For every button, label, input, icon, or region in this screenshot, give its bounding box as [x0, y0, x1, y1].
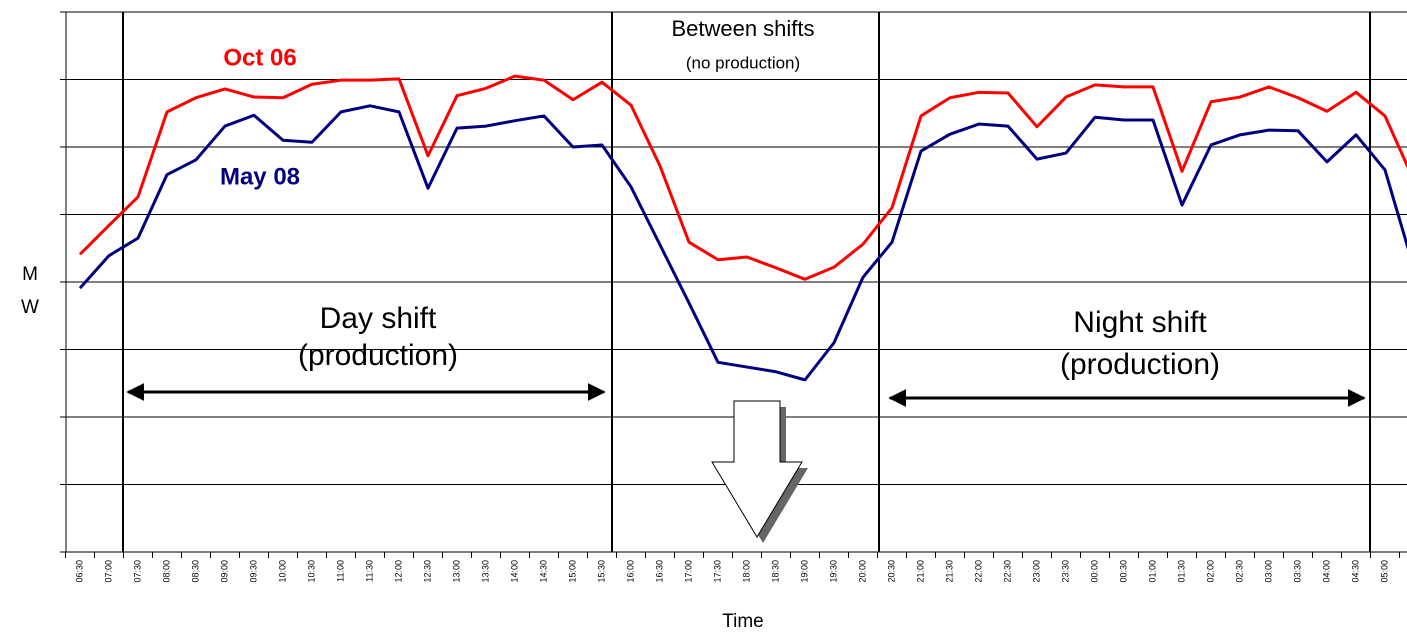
x-tick-label: 19:00	[799, 560, 809, 583]
x-tick-label: 18:30	[770, 560, 780, 583]
x-tick-label: 07:00	[103, 560, 113, 583]
down-arrow	[711, 400, 803, 538]
x-tick-label: 21:00	[915, 560, 925, 583]
x-tick-label: 20:30	[886, 560, 896, 583]
x-tick-label: 17:30	[712, 560, 722, 583]
x-tick-label: 13:00	[451, 560, 461, 583]
x-tick-label: 10:00	[277, 560, 287, 583]
x-tick-label: 06:30	[74, 560, 84, 583]
x-tick-label: 02:30	[1234, 560, 1244, 583]
annotation: Between shifts	[671, 16, 814, 41]
x-tick-label: 07:30	[132, 560, 142, 583]
x-tick-label: 21:30	[944, 560, 954, 583]
x-tick-label: 23:30	[1060, 560, 1070, 583]
x-tick-label: 20:00	[857, 560, 867, 583]
x-tick-label: 19:30	[828, 560, 838, 583]
x-tick-label: 08:30	[190, 560, 200, 583]
y-axis-label: M	[22, 264, 38, 285]
x-tick-label: 01:30	[1176, 560, 1186, 583]
x-tick-label: 14:00	[509, 560, 519, 583]
y-axis-label: W	[21, 297, 39, 318]
series-label: May 08	[220, 163, 300, 190]
x-tick-label: 00:30	[1118, 560, 1128, 583]
x-tick-label: 03:30	[1292, 560, 1302, 583]
x-tick-label: 05:00	[1379, 560, 1389, 583]
x-tick-label: 00:00	[1089, 560, 1099, 583]
x-tick-label: 23:00	[1031, 560, 1041, 583]
annotation: (production)	[1060, 348, 1220, 381]
x-tick-label: 15:00	[567, 560, 577, 583]
x-tick-label: 18:00	[741, 560, 751, 583]
x-tick-label: 08:00	[161, 560, 171, 583]
annotation: Day shift	[320, 302, 437, 335]
annotation: (production)	[298, 339, 458, 372]
x-tick-label: 01:00	[1147, 560, 1157, 583]
series-line	[78, 74, 1407, 281]
x-tick-label: 15:30	[596, 560, 606, 583]
lines	[78, 74, 1407, 382]
series-label: Oct 06	[223, 44, 296, 71]
x-tick-label: 04:30	[1350, 560, 1360, 583]
x-tick-label: 03:00	[1263, 560, 1273, 583]
x-tick-label: 13:30	[480, 560, 490, 583]
x-tick-label: 16:30	[654, 560, 664, 583]
annotation: (no production)	[686, 53, 800, 72]
annotation: Night shift	[1073, 306, 1207, 339]
x-tick-label: 16:00	[625, 560, 635, 583]
x-tick-label: 22:30	[1002, 560, 1012, 583]
x-tick-label: 14:30	[538, 560, 548, 583]
x-tick-label: 12:30	[422, 560, 432, 583]
x-tick-label: 22:00	[973, 560, 983, 583]
x-tick-label: 09:00	[219, 560, 229, 583]
series-line	[78, 104, 1407, 382]
x-axis-label: Time	[722, 611, 764, 632]
x-tick-label: 02:00	[1205, 560, 1215, 583]
x-tick-label: 10:30	[306, 560, 316, 583]
x-tick-label: 09:30	[248, 560, 258, 583]
x-tick-label: 11:00	[335, 560, 345, 582]
x-tick-label: 17:00	[683, 560, 693, 583]
x-tick-label: 11:30	[364, 560, 374, 582]
x-tick-label: 12:00	[393, 560, 403, 583]
x-tick-label: 04:00	[1321, 560, 1331, 583]
